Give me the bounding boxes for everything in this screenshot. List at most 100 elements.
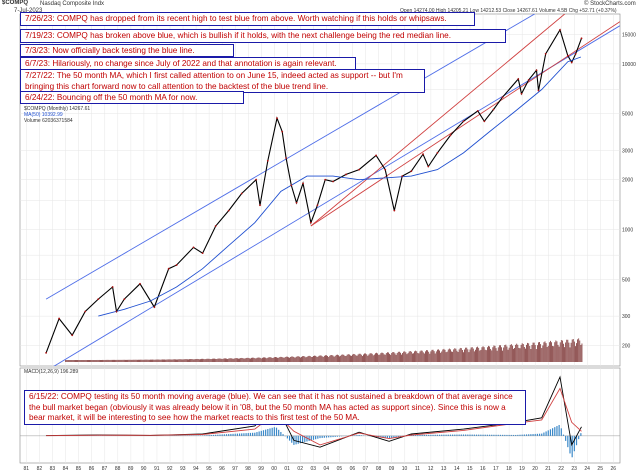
x-tick-label: 13 <box>441 466 447 472</box>
trend-line-2 <box>310 14 566 227</box>
ma50-line <box>98 56 582 317</box>
price-point <box>97 298 100 301</box>
x-tick-label: 19 <box>519 466 525 472</box>
x-tick-label: 92 <box>167 466 173 472</box>
x-tick-label: 85 <box>76 466 82 472</box>
x-tick-label: 21 <box>545 466 551 472</box>
price-point <box>71 334 74 337</box>
price-point <box>285 157 287 159</box>
trend-line-0 <box>45 14 536 300</box>
y-tick-label: 3000 <box>622 148 633 154</box>
x-tick-label: 06 <box>350 466 356 472</box>
x-tick-label: 91 <box>154 466 160 472</box>
price-point <box>483 120 486 123</box>
x-tick-label: 04 <box>324 466 330 472</box>
price-point <box>324 178 327 181</box>
chart-watermark: © StockCharts.com <box>584 1 636 7</box>
price-point <box>259 204 261 207</box>
price-point <box>316 204 319 207</box>
price-point <box>574 52 577 55</box>
note-2023-07-03: 7/3/23: Now officially back testing the … <box>20 44 234 57</box>
x-tick-label: 00 <box>271 466 277 472</box>
note-2022-07-27: 7/27/22: The 50 month MA, which I first … <box>20 69 425 93</box>
price-point <box>302 182 304 185</box>
x-tick-label: 14 <box>454 466 460 472</box>
price-point <box>153 306 156 309</box>
note-2022-06-15: 6/15/22: COMPQ testing its 50 month movi… <box>24 390 526 425</box>
x-tick-label: 88 <box>115 466 121 472</box>
price-point <box>84 310 87 313</box>
x-tick-label: 24 <box>584 466 590 472</box>
x-tick-label: 01 <box>284 466 290 472</box>
price-point <box>345 173 347 176</box>
price-point <box>123 298 126 301</box>
price-point <box>281 130 284 133</box>
chart-index-name: Nasdaq Composite Indx <box>40 1 105 7</box>
price-point <box>290 184 293 187</box>
price-point <box>115 310 118 313</box>
x-tick-label: 03 <box>310 466 316 472</box>
x-tick-label: 94 <box>193 466 199 472</box>
y-tick-label: 300 <box>622 314 631 320</box>
price-point <box>255 178 257 181</box>
chart-date: 7-Jul-2023 <box>14 8 43 14</box>
price-point <box>436 152 439 154</box>
x-tick-label: 26 <box>610 466 616 472</box>
price-point <box>139 282 141 285</box>
x-tick-label: 23 <box>571 466 577 472</box>
macd-signal-line <box>46 387 582 446</box>
price-point <box>266 159 269 162</box>
price-point <box>111 286 114 288</box>
x-tick-label: 93 <box>180 466 186 472</box>
note-2023-07-26: 7/26/23: COMPQ has dropped from its rece… <box>20 12 475 26</box>
price-point <box>192 246 195 249</box>
price-point <box>45 351 47 354</box>
price-point <box>332 180 334 183</box>
legend-volume: Volume 62036371584 <box>24 118 73 124</box>
x-tick-label: 20 <box>532 466 538 472</box>
y-tick-label: 2000 <box>622 178 633 184</box>
price-point <box>393 209 396 212</box>
legend-ma50: MA(50) 10392.99 <box>24 112 63 118</box>
price-point <box>492 108 495 111</box>
x-tick-label: 87 <box>102 466 108 472</box>
x-tick-label: 90 <box>141 466 147 472</box>
y-tick-label: 5000 <box>622 112 633 118</box>
x-tick-label: 05 <box>337 466 343 472</box>
x-tick-label: 17 <box>493 466 499 472</box>
price-point <box>422 153 424 156</box>
price-point <box>214 225 217 227</box>
price-point <box>375 154 377 157</box>
price-point <box>201 252 204 255</box>
x-tick-label: 12 <box>428 466 434 472</box>
price-point <box>537 89 540 92</box>
price-point <box>175 264 178 266</box>
chart-ohlc: Open 14274.00 High 14205.21 Low 14212.53… <box>400 8 617 14</box>
note-2022-06-24: 6/24/22: Bouncing off the 50 month MA fo… <box>20 91 244 104</box>
price-point <box>501 96 504 99</box>
price-point <box>309 221 312 224</box>
price-point <box>401 175 404 178</box>
price-point <box>580 37 583 40</box>
price-point <box>227 209 230 212</box>
x-tick-label: 16 <box>480 466 486 472</box>
price-point <box>240 192 243 195</box>
price-point <box>427 165 430 168</box>
x-tick-label: 86 <box>89 466 95 472</box>
x-tick-label: 99 <box>258 466 264 472</box>
price-point <box>476 110 479 112</box>
price-point <box>358 168 361 171</box>
y-tick-label: 15000 <box>622 33 636 39</box>
trend-line-1 <box>53 25 620 366</box>
y-tick-label: 1000 <box>622 228 633 234</box>
x-tick-label: 81 <box>24 466 30 472</box>
x-tick-label: 96 <box>219 466 225 472</box>
price-point <box>527 79 530 81</box>
x-tick-label: 89 <box>128 466 134 472</box>
x-tick-label: 97 <box>232 466 238 472</box>
y-tick-label: 500 <box>622 277 631 283</box>
y-tick-label: 200 <box>622 343 631 349</box>
x-tick-label: 07 <box>363 466 369 472</box>
x-tick-label: 09 <box>389 466 395 472</box>
x-tick-label: 84 <box>63 466 69 472</box>
